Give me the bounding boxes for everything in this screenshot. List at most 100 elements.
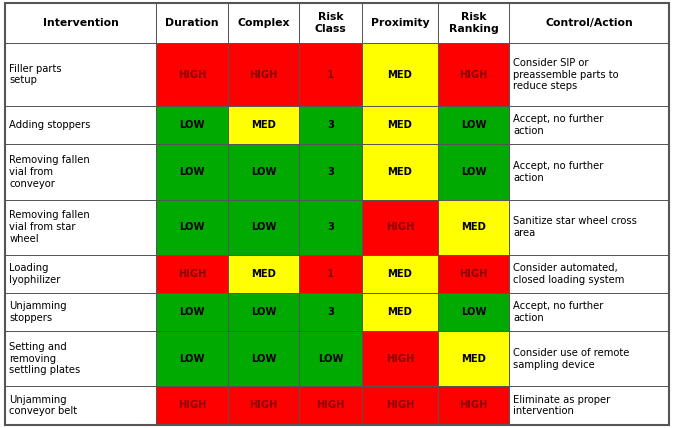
Text: HIGH: HIGH — [178, 70, 206, 80]
Text: LOW: LOW — [318, 354, 344, 364]
Text: LOW: LOW — [179, 354, 205, 364]
Bar — [5, 331, 156, 386]
Bar — [5, 255, 156, 293]
Text: MED: MED — [388, 167, 412, 177]
Bar — [362, 199, 438, 255]
Text: Filler parts
setup: Filler parts setup — [9, 64, 62, 86]
Bar — [228, 386, 299, 425]
Bar — [5, 386, 156, 425]
Text: Loading
lyophilizer: Loading lyophilizer — [9, 263, 61, 285]
Text: Consider use of remote
sampling device: Consider use of remote sampling device — [514, 348, 630, 369]
Bar — [156, 331, 228, 386]
Text: 1: 1 — [327, 269, 334, 279]
Text: HIGH: HIGH — [178, 401, 206, 410]
Text: Duration: Duration — [165, 18, 219, 28]
Text: Consider automated,
closed loading system: Consider automated, closed loading syste… — [514, 263, 625, 285]
Bar — [510, 386, 669, 425]
Bar — [156, 43, 228, 106]
Text: Adding stoppers: Adding stoppers — [9, 120, 91, 130]
Text: LOW: LOW — [251, 222, 276, 232]
Bar — [362, 3, 438, 43]
Text: LOW: LOW — [461, 120, 487, 130]
Bar — [510, 106, 669, 144]
Bar — [5, 144, 156, 199]
Bar — [510, 3, 669, 43]
Text: HIGH: HIGH — [460, 401, 488, 410]
Text: MED: MED — [251, 269, 276, 279]
Bar — [362, 386, 438, 425]
Bar — [299, 255, 362, 293]
Bar — [156, 293, 228, 331]
Bar — [299, 106, 362, 144]
Bar — [510, 293, 669, 331]
Bar — [510, 255, 669, 293]
Bar — [362, 331, 438, 386]
Text: HIGH: HIGH — [460, 70, 488, 80]
Text: HIGH: HIGH — [386, 354, 415, 364]
Bar — [5, 293, 156, 331]
Text: MED: MED — [461, 354, 486, 364]
Bar — [228, 3, 299, 43]
Bar — [510, 331, 669, 386]
Text: LOW: LOW — [251, 167, 276, 177]
Bar — [5, 199, 156, 255]
Text: Accept, no further
action: Accept, no further action — [514, 301, 604, 323]
Text: MED: MED — [388, 70, 412, 80]
Bar — [299, 331, 362, 386]
Bar — [299, 144, 362, 199]
Bar — [438, 199, 510, 255]
Text: Intervention: Intervention — [43, 18, 119, 28]
Text: LOW: LOW — [251, 354, 276, 364]
Text: Setting and
removing
settling plates: Setting and removing settling plates — [9, 342, 81, 375]
Bar — [438, 43, 510, 106]
Text: LOW: LOW — [251, 307, 276, 317]
Bar — [156, 386, 228, 425]
Text: Sanitize star wheel cross
area: Sanitize star wheel cross area — [514, 216, 638, 238]
Text: Consider SIP or
preassemble parts to
reduce steps: Consider SIP or preassemble parts to red… — [514, 58, 619, 91]
Text: LOW: LOW — [179, 120, 205, 130]
Bar — [156, 199, 228, 255]
Bar — [156, 144, 228, 199]
Bar — [228, 106, 299, 144]
Text: MED: MED — [388, 120, 412, 130]
Bar — [5, 3, 156, 43]
Bar — [438, 386, 510, 425]
Text: LOW: LOW — [179, 307, 205, 317]
Text: Eliminate as proper
intervention: Eliminate as proper intervention — [514, 395, 611, 416]
Bar — [362, 293, 438, 331]
Text: 3: 3 — [328, 307, 334, 317]
Text: LOW: LOW — [179, 222, 205, 232]
Text: Proximity: Proximity — [371, 18, 429, 28]
Text: Control/Action: Control/Action — [545, 18, 633, 28]
Text: HIGH: HIGH — [178, 269, 206, 279]
Bar — [228, 293, 299, 331]
Text: Accept, no further
action: Accept, no further action — [514, 114, 604, 136]
Text: HIGH: HIGH — [460, 269, 488, 279]
Text: HIGH: HIGH — [317, 401, 345, 410]
Bar — [438, 106, 510, 144]
Text: Complex: Complex — [237, 18, 290, 28]
Bar — [228, 255, 299, 293]
Bar — [438, 3, 510, 43]
Text: HIGH: HIGH — [386, 401, 415, 410]
Bar — [438, 144, 510, 199]
Bar — [438, 331, 510, 386]
Bar — [362, 106, 438, 144]
Bar — [228, 199, 299, 255]
Bar — [156, 106, 228, 144]
Bar — [228, 144, 299, 199]
Bar — [510, 144, 669, 199]
Text: 3: 3 — [328, 222, 334, 232]
Bar — [510, 43, 669, 106]
Bar — [510, 199, 669, 255]
Text: Unjamming
conveyor belt: Unjamming conveyor belt — [9, 395, 78, 416]
Text: MED: MED — [461, 222, 486, 232]
Text: LOW: LOW — [461, 307, 487, 317]
Bar — [299, 199, 362, 255]
Text: 1: 1 — [327, 70, 334, 80]
Bar — [156, 3, 228, 43]
Text: HIGH: HIGH — [386, 222, 415, 232]
Bar — [362, 144, 438, 199]
Bar — [362, 43, 438, 106]
Bar — [5, 43, 156, 106]
